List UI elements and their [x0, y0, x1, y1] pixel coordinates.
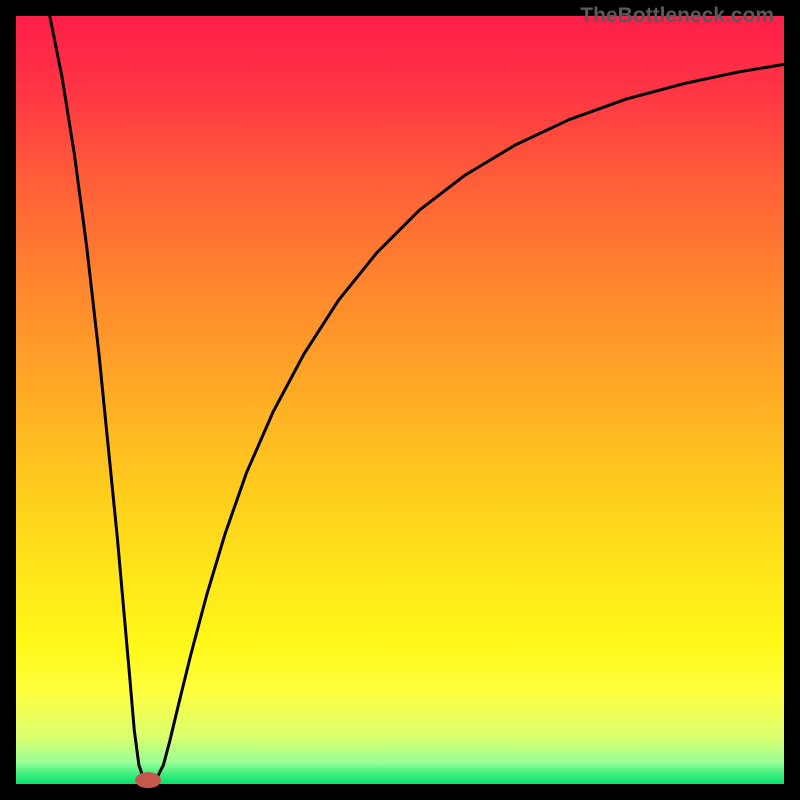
chart-container: TheBottleneck.com [0, 0, 800, 800]
bottleneck-chart [0, 0, 800, 800]
optimal-marker [135, 772, 161, 788]
watermark-text: TheBottleneck.com [580, 4, 774, 28]
plot-gradient-background [16, 16, 784, 784]
